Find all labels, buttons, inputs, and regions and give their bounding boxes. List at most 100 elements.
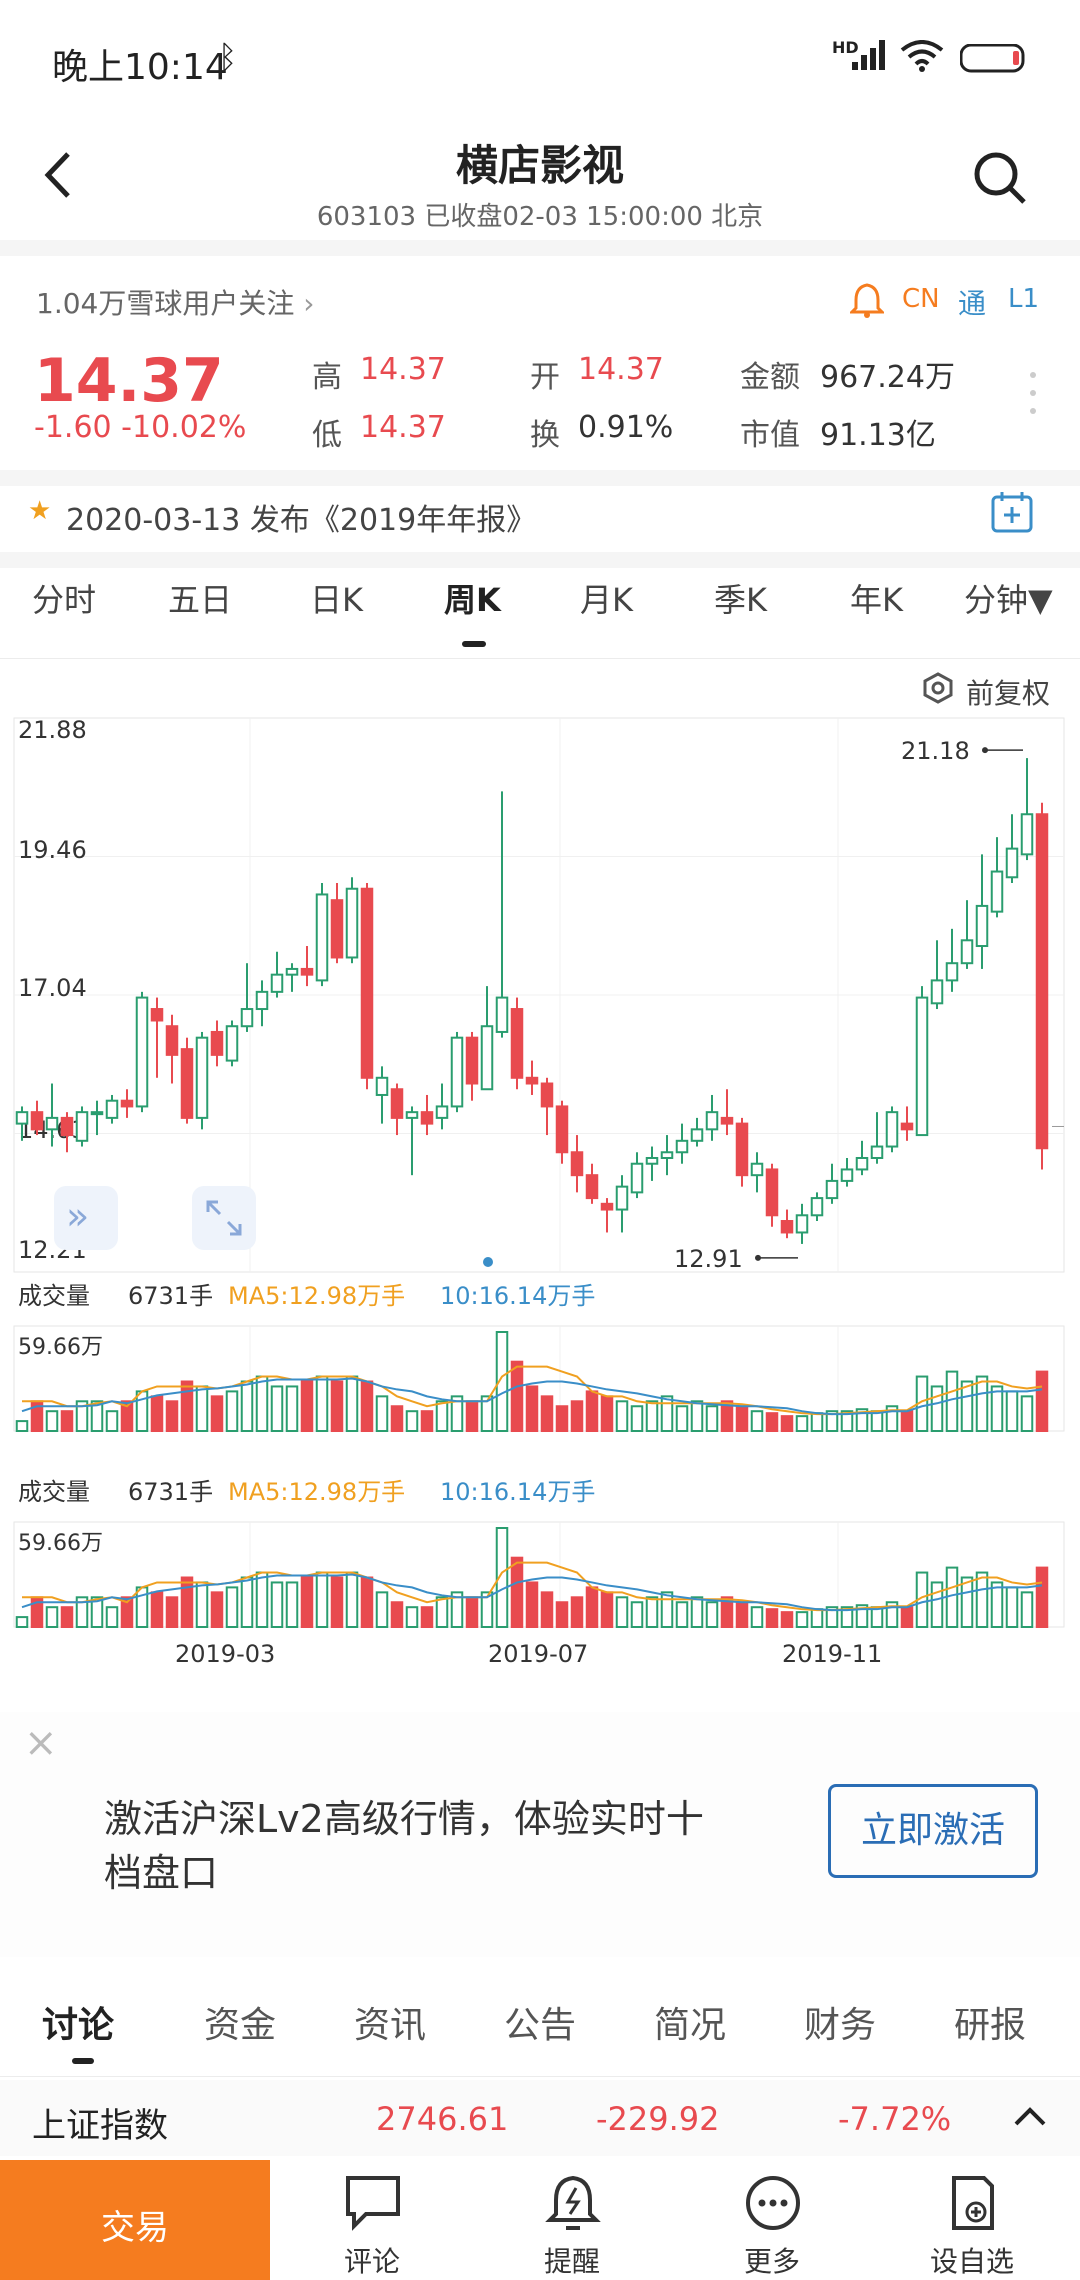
volume-bar [675, 1405, 689, 1432]
tab-yuek[interactable]: 月K [580, 581, 633, 619]
tab-niank[interactable]: 年K [850, 581, 903, 619]
candle-body [675, 1139, 689, 1154]
active-tab-indicator [462, 641, 486, 647]
watchlist-label: 设自选 [929, 2245, 1014, 2278]
tab-news[interactable]: 资讯 [354, 2005, 427, 2046]
expand-sidebar-button[interactable]: » [54, 1186, 118, 1250]
chevron-up-icon[interactable] [1014, 2106, 1046, 2128]
volume-bar [1035, 1566, 1049, 1628]
settings-hexagon-icon[interactable] [922, 672, 954, 704]
candle-body [705, 1111, 719, 1131]
tab-discussion[interactable]: 讨论 [42, 2005, 115, 2046]
volume-bar [705, 1601, 719, 1628]
y-tick-label: 17.04 [18, 974, 87, 1002]
candle-body [150, 1008, 164, 1022]
trade-button[interactable]: 交易 [0, 2160, 270, 2280]
candle-body [45, 1116, 59, 1131]
double-chevron-right-icon: » [66, 1194, 90, 1238]
tab-capital[interactable]: 资金 [204, 2005, 277, 2046]
candle-body [810, 1197, 824, 1217]
fullscreen-icon [206, 1200, 242, 1236]
nav-comment[interactable]: 评论 [272, 2160, 472, 2280]
volume-bar [585, 1390, 599, 1433]
volume-bar [600, 1395, 614, 1432]
tab-fenshi[interactable]: 分时 [32, 581, 97, 619]
volume-bar [315, 1375, 329, 1432]
nav-alert[interactable]: 提醒 [472, 2160, 672, 2280]
volume-bar [525, 1385, 539, 1433]
volume-ma10-line [21, 1573, 1043, 1612]
volume-bar [120, 1596, 134, 1628]
candle-body [945, 962, 959, 982]
turnover-label: 换 [530, 418, 560, 453]
tab-fenzhong[interactable]: 分钟▼ [964, 581, 1053, 619]
tabs-divider [0, 2076, 1080, 2077]
volume-bar [555, 1601, 569, 1628]
volume-bar [465, 1400, 479, 1432]
candle-body [330, 899, 344, 959]
candle-body [645, 1156, 659, 1165]
fullscreen-button[interactable] [192, 1186, 256, 1250]
add-watchlist-icon [952, 2176, 994, 2230]
search-icon[interactable] [970, 148, 1030, 208]
volume-bar [165, 1596, 179, 1628]
nav-watchlist[interactable]: 设自选 [872, 2160, 1072, 2280]
calendar-add-icon[interactable] [990, 490, 1034, 534]
candle-body [915, 996, 929, 1137]
bell-icon[interactable] [850, 282, 884, 318]
volume-bar [1020, 1591, 1034, 1628]
volume-bar [615, 1596, 629, 1628]
section-divider [0, 552, 1080, 568]
candle-body [315, 893, 329, 982]
volume-bar [555, 1405, 569, 1432]
price-change: -1.60 -10.02% [34, 410, 247, 445]
volume-ma5: MA5:12.98万手 [228, 1282, 405, 1310]
tab-rik[interactable]: 日K [310, 581, 363, 619]
volume-bar [645, 1400, 659, 1432]
followers-link[interactable]: 1.04万雪球用户关注 › [36, 282, 314, 322]
more-vertical-icon[interactable] [1030, 372, 1038, 420]
tab-financials[interactable]: 财务 [804, 2005, 877, 2046]
candle-body [225, 1025, 239, 1062]
notice-text[interactable]: 2020-03-13 发布《2019年年报》 [66, 503, 537, 538]
nav-more[interactable]: 更多 [672, 2160, 872, 2280]
tabs-divider [0, 658, 1080, 659]
activate-button[interactable]: 立即激活 [828, 1784, 1038, 1878]
volume-bar [405, 1410, 419, 1433]
volume-bar [735, 1405, 749, 1432]
volume-bar [15, 1616, 29, 1628]
volume-bar [960, 1576, 974, 1628]
price: 14.37 [34, 346, 224, 416]
network-label: HD [832, 38, 859, 57]
kline-chart[interactable]: 21.8819.4617.0414.6312.2121.1812.91成交量67… [0, 700, 1080, 1680]
candle-body [870, 1145, 884, 1159]
volume-bar [450, 1591, 464, 1628]
tab-zhouk[interactable]: 周K [444, 581, 501, 619]
volume-bar [885, 1601, 899, 1628]
tab-reports[interactable]: 研报 [954, 2005, 1027, 2046]
candle-body [840, 1168, 854, 1182]
index-bar[interactable]: 上证指数 2746.61 -229.92 -7.72% [0, 2080, 1080, 2156]
volume-bar [300, 1380, 314, 1432]
volume-bar [900, 1410, 914, 1433]
tab-jik[interactable]: 季K [714, 581, 767, 619]
volume-bar [510, 1556, 524, 1629]
alert-label: 提醒 [543, 2245, 600, 2278]
volume-bar [495, 1331, 509, 1432]
close-icon[interactable]: × [24, 1720, 58, 1766]
volume-bar [360, 1576, 374, 1628]
volume-bar [210, 1591, 224, 1628]
adjust-label[interactable]: 前复权 [966, 677, 1051, 710]
wifi-icon [900, 40, 944, 72]
candle-body [765, 1168, 779, 1217]
back-arrow-icon[interactable] [40, 150, 76, 200]
index-pct: -7.72% [838, 2100, 952, 2138]
tab-profile[interactable]: 简况 [654, 2005, 727, 2046]
volume-bar [795, 1611, 809, 1629]
tab-announcements[interactable]: 公告 [504, 2005, 577, 2046]
candle-body [195, 1036, 209, 1119]
volume-ma5-line [22, 1561, 1043, 1612]
tab-wuri[interactable]: 五日 [168, 581, 233, 619]
volume-bar [540, 1395, 554, 1432]
candle-body [15, 1111, 29, 1125]
